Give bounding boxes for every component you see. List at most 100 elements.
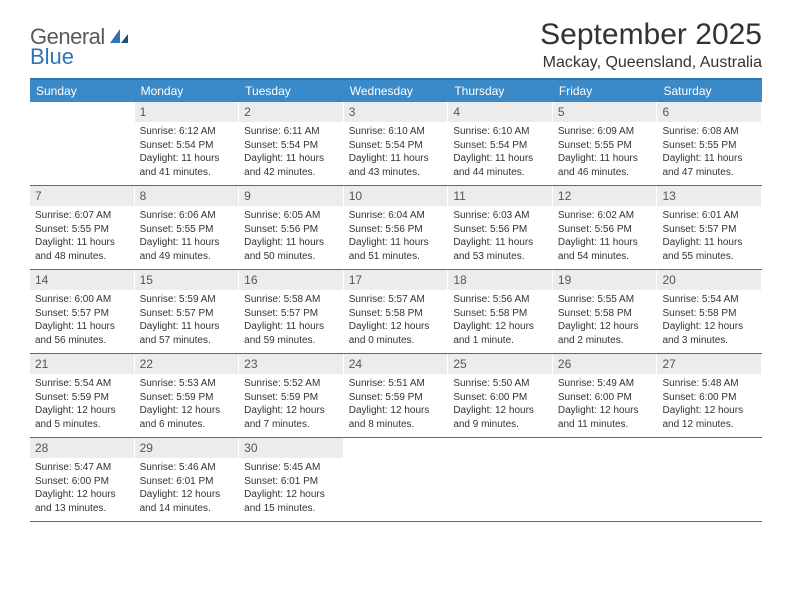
daylight-text: Daylight: 12 hours and 1 minute. (453, 320, 548, 347)
day-number: 20 (657, 270, 762, 290)
sunrise-text: Sunrise: 5:58 AM (244, 293, 339, 307)
daylight-text: Daylight: 12 hours and 8 minutes. (349, 404, 444, 431)
day-number: 30 (239, 438, 344, 458)
sunrise-text: Sunrise: 6:11 AM (244, 125, 339, 139)
day-cell: 3Sunrise: 6:10 AMSunset: 5:54 PMDaylight… (344, 102, 449, 185)
sunset-text: Sunset: 6:00 PM (662, 391, 757, 405)
day-body: Sunrise: 6:10 AMSunset: 5:54 PMDaylight:… (448, 122, 553, 183)
day-body: Sunrise: 6:08 AMSunset: 5:55 PMDaylight:… (657, 122, 762, 183)
day-number: 26 (553, 354, 658, 374)
day-body: Sunrise: 6:12 AMSunset: 5:54 PMDaylight:… (135, 122, 240, 183)
sunset-text: Sunset: 5:59 PM (35, 391, 130, 405)
calendar-grid: Sunday Monday Tuesday Wednesday Thursday… (30, 78, 762, 522)
sunset-text: Sunset: 5:59 PM (244, 391, 339, 405)
sunrise-text: Sunrise: 6:00 AM (35, 293, 130, 307)
day-body: Sunrise: 5:47 AMSunset: 6:00 PMDaylight:… (30, 458, 135, 519)
day-number: 19 (553, 270, 658, 290)
week-row: 21Sunrise: 5:54 AMSunset: 5:59 PMDayligh… (30, 354, 762, 438)
sunrise-text: Sunrise: 6:04 AM (349, 209, 444, 223)
daylight-text: Daylight: 12 hours and 15 minutes. (244, 488, 339, 515)
day-body: Sunrise: 6:05 AMSunset: 5:56 PMDaylight:… (239, 206, 344, 267)
sunrise-text: Sunrise: 5:48 AM (662, 377, 757, 391)
sunset-text: Sunset: 6:00 PM (453, 391, 548, 405)
day-cell (553, 438, 658, 521)
day-cell: 17Sunrise: 5:57 AMSunset: 5:58 PMDayligh… (344, 270, 449, 353)
sunrise-text: Sunrise: 6:06 AM (140, 209, 235, 223)
weekday-header: Thursday (448, 80, 553, 102)
sunrise-text: Sunrise: 6:08 AM (662, 125, 757, 139)
day-cell: 18Sunrise: 5:56 AMSunset: 5:58 PMDayligh… (448, 270, 553, 353)
day-number: 15 (135, 270, 240, 290)
day-body: Sunrise: 5:53 AMSunset: 5:59 PMDaylight:… (135, 374, 240, 435)
day-body: Sunrise: 6:09 AMSunset: 5:55 PMDaylight:… (553, 122, 658, 183)
title-block: September 2025 Mackay, Queensland, Austr… (540, 18, 762, 72)
sunset-text: Sunset: 6:00 PM (558, 391, 653, 405)
sunset-text: Sunset: 5:56 PM (453, 223, 548, 237)
sunset-text: Sunset: 5:57 PM (244, 307, 339, 321)
day-body: Sunrise: 6:07 AMSunset: 5:55 PMDaylight:… (30, 206, 135, 267)
weekday-header: Saturday (657, 80, 762, 102)
day-number: 16 (239, 270, 344, 290)
day-cell (448, 438, 553, 521)
sunset-text: Sunset: 5:56 PM (349, 223, 444, 237)
sunrise-text: Sunrise: 5:50 AM (453, 377, 548, 391)
day-number: 23 (239, 354, 344, 374)
day-cell: 6Sunrise: 6:08 AMSunset: 5:55 PMDaylight… (657, 102, 762, 185)
sunrise-text: Sunrise: 6:10 AM (349, 125, 444, 139)
sunset-text: Sunset: 5:54 PM (140, 139, 235, 153)
month-title: September 2025 (540, 18, 762, 52)
sunset-text: Sunset: 5:54 PM (244, 139, 339, 153)
sunset-text: Sunset: 5:59 PM (349, 391, 444, 405)
day-number: 6 (657, 102, 762, 122)
sunset-text: Sunset: 5:55 PM (35, 223, 130, 237)
day-cell: 4Sunrise: 6:10 AMSunset: 5:54 PMDaylight… (448, 102, 553, 185)
day-cell: 12Sunrise: 6:02 AMSunset: 5:56 PMDayligh… (553, 186, 658, 269)
day-cell: 13Sunrise: 6:01 AMSunset: 5:57 PMDayligh… (657, 186, 762, 269)
day-cell: 16Sunrise: 5:58 AMSunset: 5:57 PMDayligh… (239, 270, 344, 353)
day-cell: 9Sunrise: 6:05 AMSunset: 5:56 PMDaylight… (239, 186, 344, 269)
day-number: 13 (657, 186, 762, 206)
day-body: Sunrise: 6:10 AMSunset: 5:54 PMDaylight:… (344, 122, 449, 183)
day-body: Sunrise: 6:00 AMSunset: 5:57 PMDaylight:… (30, 290, 135, 351)
week-row: 1Sunrise: 6:12 AMSunset: 5:54 PMDaylight… (30, 102, 762, 186)
sunrise-text: Sunrise: 5:53 AM (140, 377, 235, 391)
daylight-text: Daylight: 11 hours and 55 minutes. (662, 236, 757, 263)
sunset-text: Sunset: 6:01 PM (244, 475, 339, 489)
daylight-text: Daylight: 11 hours and 54 minutes. (558, 236, 653, 263)
day-body: Sunrise: 6:01 AMSunset: 5:57 PMDaylight:… (657, 206, 762, 267)
daylight-text: Daylight: 12 hours and 6 minutes. (140, 404, 235, 431)
day-number: 14 (30, 270, 135, 290)
day-cell: 19Sunrise: 5:55 AMSunset: 5:58 PMDayligh… (553, 270, 658, 353)
day-body: Sunrise: 5:57 AMSunset: 5:58 PMDaylight:… (344, 290, 449, 351)
day-body: Sunrise: 5:54 AMSunset: 5:59 PMDaylight:… (30, 374, 135, 435)
day-number: 2 (239, 102, 344, 122)
day-cell: 20Sunrise: 5:54 AMSunset: 5:58 PMDayligh… (657, 270, 762, 353)
daylight-text: Daylight: 11 hours and 51 minutes. (349, 236, 444, 263)
weekday-header: Monday (135, 80, 240, 102)
sunset-text: Sunset: 5:58 PM (558, 307, 653, 321)
day-body: Sunrise: 5:46 AMSunset: 6:01 PMDaylight:… (135, 458, 240, 519)
daylight-text: Daylight: 12 hours and 9 minutes. (453, 404, 548, 431)
day-cell: 5Sunrise: 6:09 AMSunset: 5:55 PMDaylight… (553, 102, 658, 185)
day-number: 28 (30, 438, 135, 458)
day-cell: 24Sunrise: 5:51 AMSunset: 5:59 PMDayligh… (344, 354, 449, 437)
sunset-text: Sunset: 5:57 PM (35, 307, 130, 321)
sunset-text: Sunset: 5:55 PM (662, 139, 757, 153)
day-number: 12 (553, 186, 658, 206)
sunset-text: Sunset: 5:57 PM (140, 307, 235, 321)
daylight-text: Daylight: 11 hours and 46 minutes. (558, 152, 653, 179)
day-number: 4 (448, 102, 553, 122)
day-cell: 22Sunrise: 5:53 AMSunset: 5:59 PMDayligh… (135, 354, 240, 437)
day-cell: 25Sunrise: 5:50 AMSunset: 6:00 PMDayligh… (448, 354, 553, 437)
daylight-text: Daylight: 12 hours and 7 minutes. (244, 404, 339, 431)
daylight-text: Daylight: 12 hours and 5 minutes. (35, 404, 130, 431)
day-cell: 23Sunrise: 5:52 AMSunset: 5:59 PMDayligh… (239, 354, 344, 437)
day-cell: 21Sunrise: 5:54 AMSunset: 5:59 PMDayligh… (30, 354, 135, 437)
day-body: Sunrise: 6:11 AMSunset: 5:54 PMDaylight:… (239, 122, 344, 183)
day-cell: 14Sunrise: 6:00 AMSunset: 5:57 PMDayligh… (30, 270, 135, 353)
day-number: 17 (344, 270, 449, 290)
daylight-text: Daylight: 11 hours and 57 minutes. (140, 320, 235, 347)
sunset-text: Sunset: 5:58 PM (453, 307, 548, 321)
day-number: 10 (344, 186, 449, 206)
sunset-text: Sunset: 5:58 PM (662, 307, 757, 321)
